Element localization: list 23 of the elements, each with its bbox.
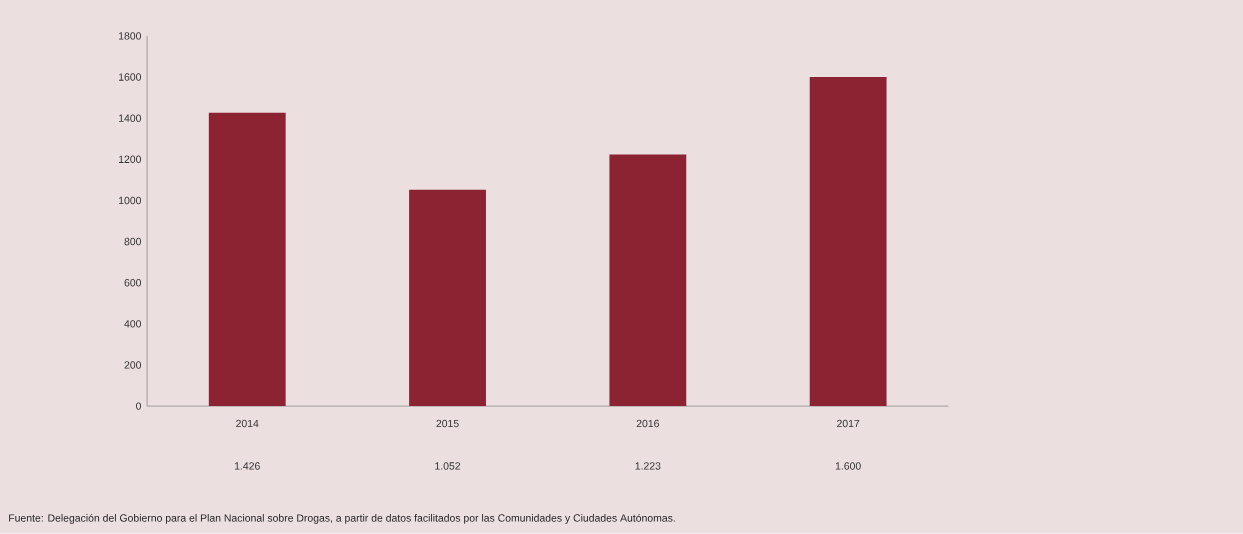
y-tick-label: 200 (124, 361, 142, 369)
data-label: 1.052 (435, 462, 461, 470)
y-tick-label: 1800 (119, 32, 142, 40)
data-label: 1.426 (234, 462, 260, 470)
y-tick-label: 600 (124, 279, 142, 287)
bar (609, 154, 687, 407)
y-tick-label: 400 (124, 320, 142, 328)
y-tick-label: 800 (124, 237, 142, 246)
data-label: 1.600 (835, 462, 861, 470)
bar (809, 77, 887, 407)
y-tick-label: 1000 (119, 196, 142, 205)
source-note: Fuente: Delegación del Gobierno para el Plan Nacional sobre Drogas, a partir de datos facilitados por las Comunidades y Ciudades Autónomas. (9, 514, 675, 524)
y-tick-label: 1400 (119, 114, 142, 122)
x-tick-label: 2014 (236, 419, 259, 428)
x-tick-label: 2015 (436, 419, 459, 428)
x-tick-label: 2016 (636, 419, 659, 428)
bar (409, 189, 486, 407)
data-label: 1.223 (635, 462, 661, 470)
bar (208, 112, 286, 407)
y-tick-label: 1200 (119, 155, 142, 164)
x-tick-label: 2017 (837, 419, 860, 428)
y-tick-label: 1600 (119, 73, 142, 81)
y-tick-label: 0 (136, 402, 142, 410)
